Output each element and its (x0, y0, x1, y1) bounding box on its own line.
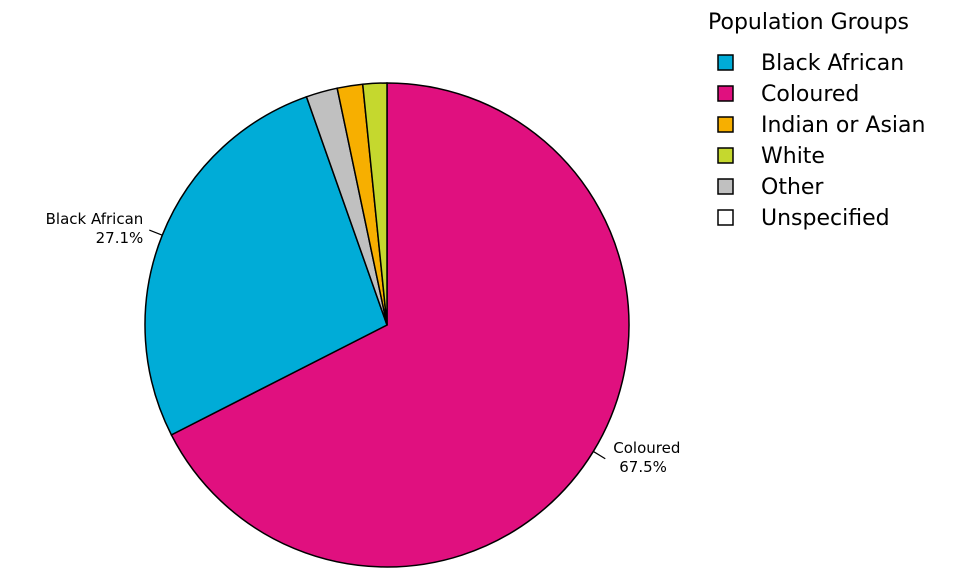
legend-swatch-unspecified (717, 209, 734, 226)
legend-label: White (761, 144, 825, 169)
legend-items: Black African Coloured Indian or Asian Whit… (717, 51, 925, 231)
leader-line (593, 450, 606, 460)
legend-label: Indian or Asian (761, 113, 925, 138)
legend-label: Black African (761, 51, 904, 76)
slice-label-value: 67.5% (619, 458, 667, 476)
legend-swatch-other (717, 178, 734, 195)
legend: Population Groups Black African Coloured I… (708, 10, 925, 231)
legend-swatch-coloured (717, 85, 734, 102)
slice-label-name: Coloured (613, 439, 680, 457)
legend-swatch-black-african (717, 54, 734, 71)
pie-slice-white (361, 82, 388, 326)
legend-swatch-indian-or-asian (717, 116, 734, 133)
pie-slices (144, 82, 630, 568)
pie-slice-coloured (170, 82, 630, 568)
leader-line (149, 229, 163, 236)
slice-label-name: Black African (46, 210, 144, 228)
legend-title: Population Groups (708, 10, 909, 35)
legend-label: Unspecified (761, 206, 890, 231)
legend-label: Other (761, 175, 824, 200)
legend-label: Coloured (761, 82, 859, 107)
legend-swatch-white (717, 147, 734, 164)
slice-label-value: 27.1% (96, 229, 144, 247)
